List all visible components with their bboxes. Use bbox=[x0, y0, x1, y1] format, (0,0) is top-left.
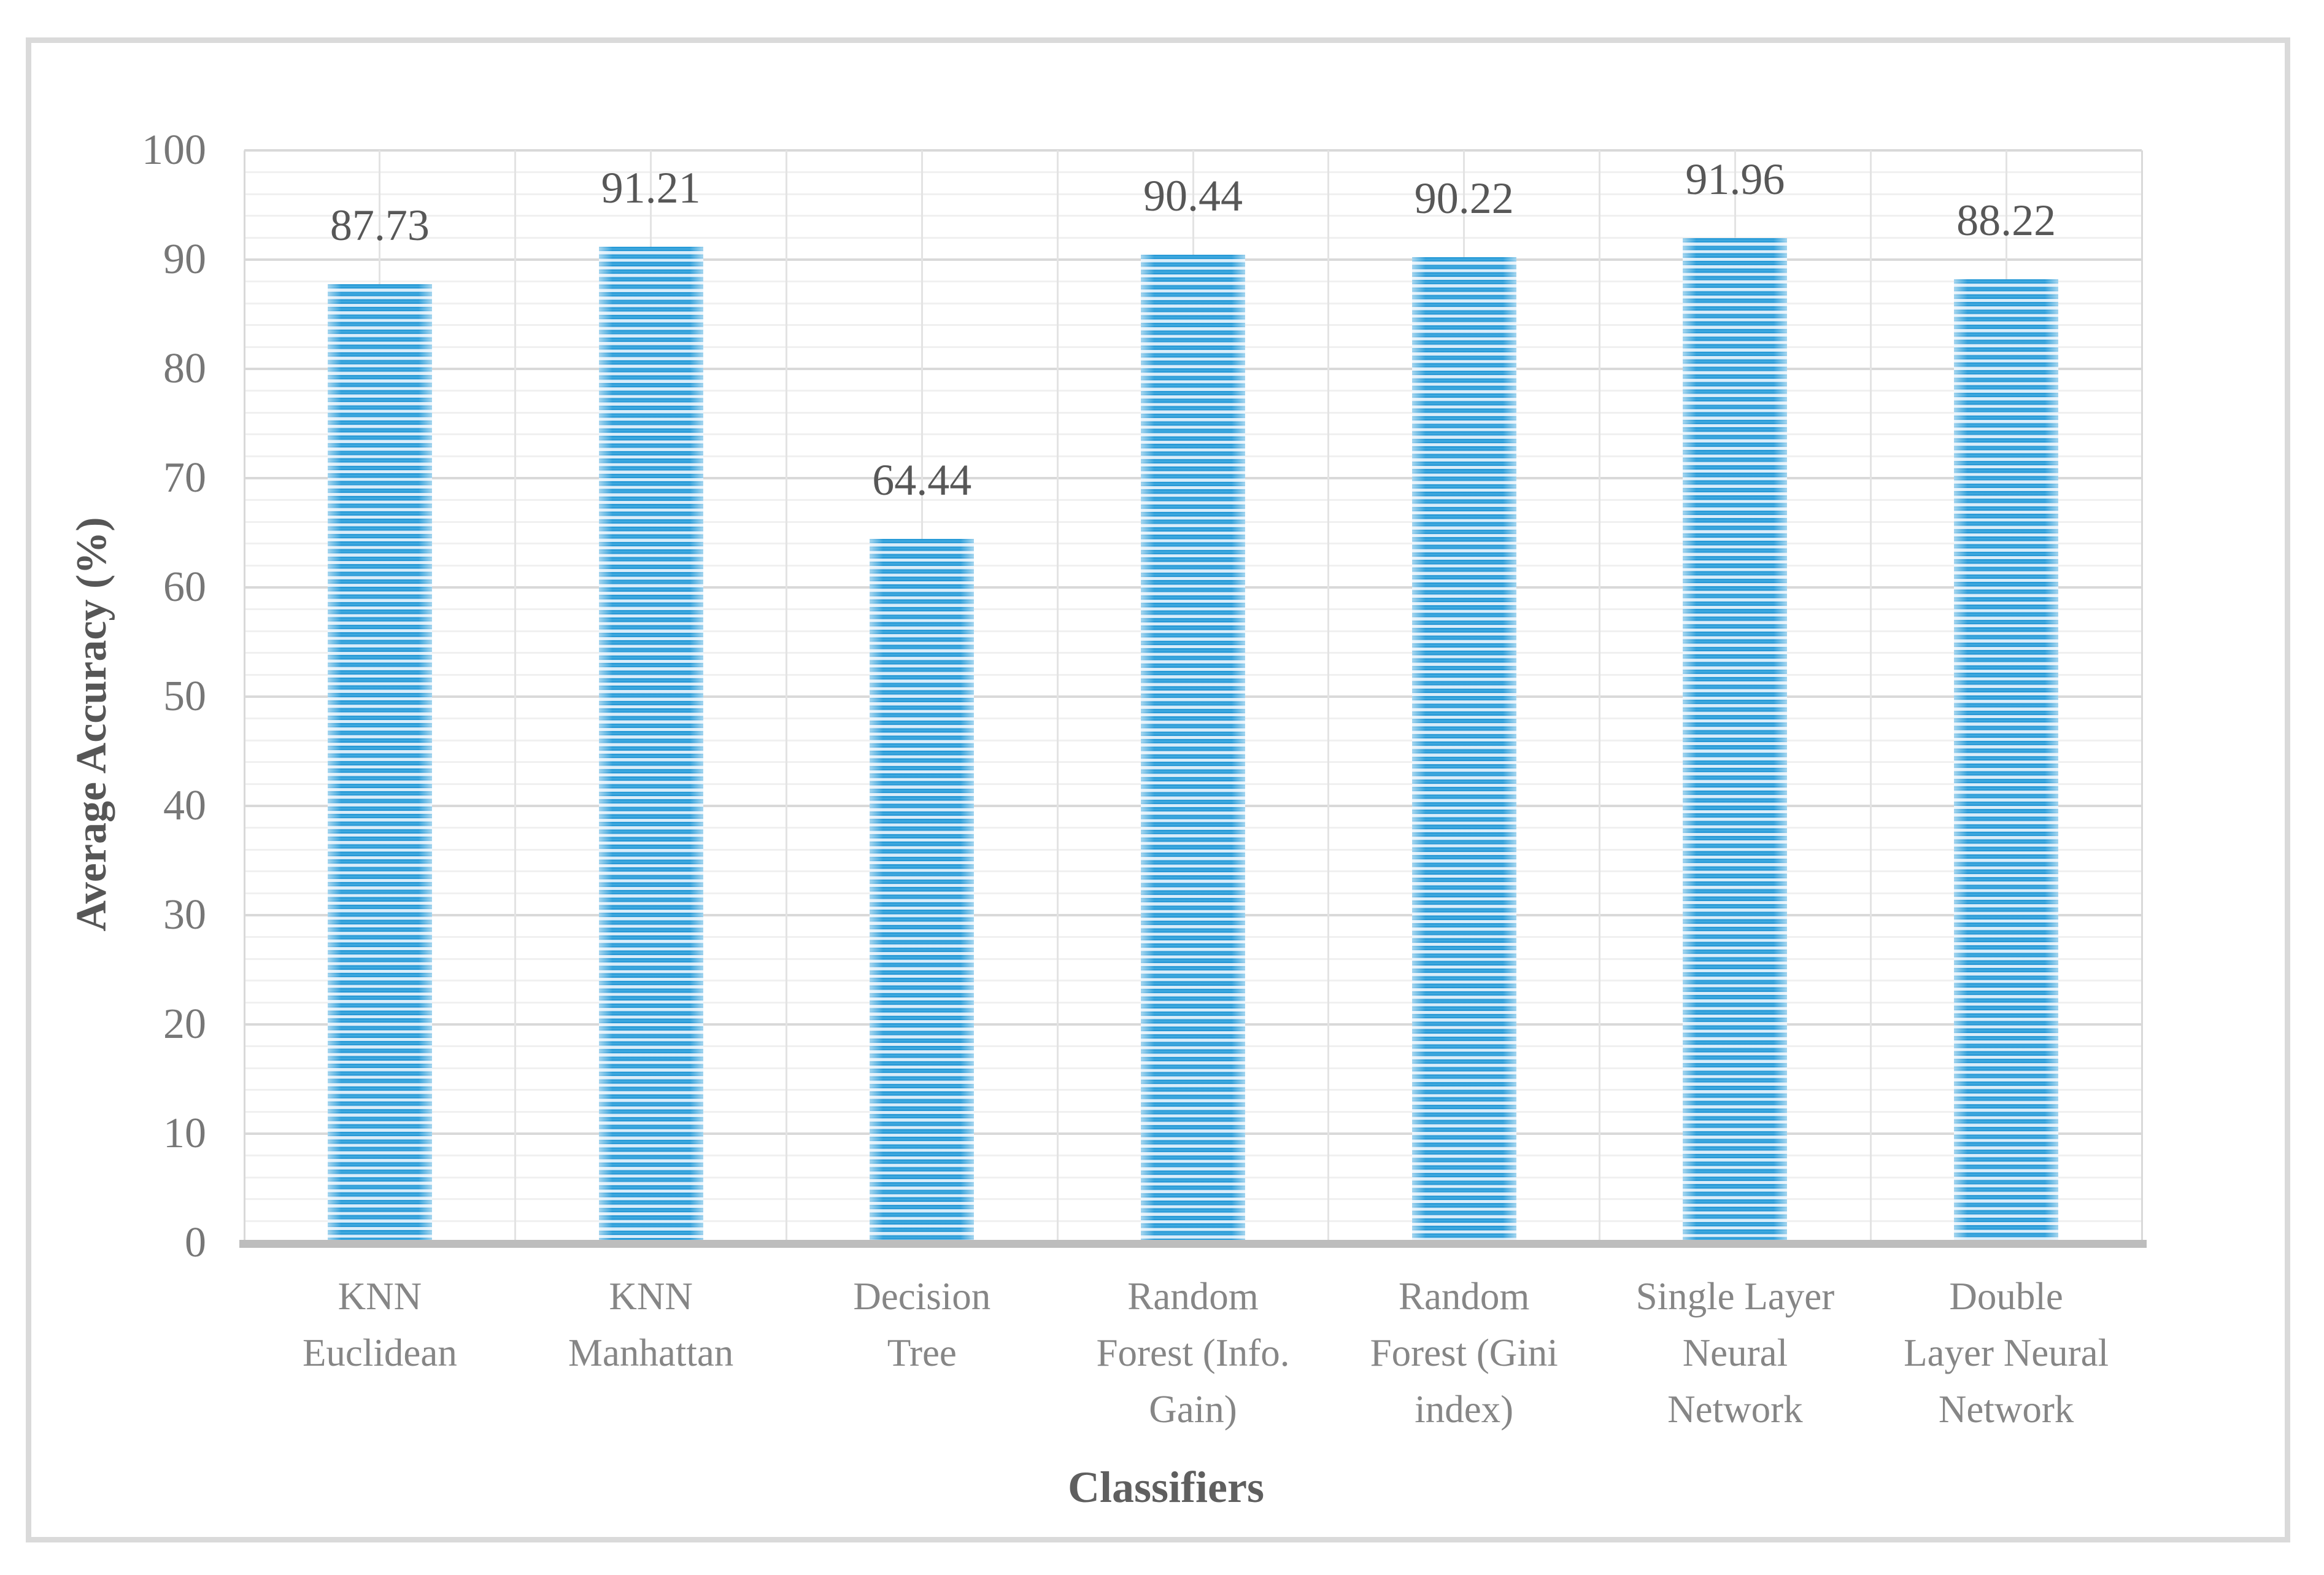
bar-edge-highlight bbox=[598, 246, 703, 1243]
y-tick-label: 100 bbox=[142, 126, 206, 174]
y-tick-label: 30 bbox=[163, 891, 206, 938]
bar-knn-euclidean bbox=[327, 284, 432, 1243]
bar-random-forest-gini-index bbox=[1411, 257, 1516, 1243]
data-label: 90.22 bbox=[1414, 174, 1514, 223]
v-gridline bbox=[2141, 150, 2143, 1243]
bar-edge-highlight bbox=[1954, 279, 2059, 1243]
x-tick-label: KNN Euclidean bbox=[302, 1275, 457, 1374]
y-tick-label: 90 bbox=[163, 236, 206, 283]
x-tick-label: Random Forest (Info. Gain) bbox=[1096, 1275, 1290, 1431]
y-tick-label: 20 bbox=[163, 1000, 206, 1048]
x-tick-label: Decision Tree bbox=[853, 1275, 991, 1374]
bar-knn-manhattan bbox=[598, 246, 703, 1243]
y-tick-label: 10 bbox=[163, 1110, 206, 1157]
v-gridline bbox=[785, 150, 787, 1243]
x-tick-label: Random Forest (Gini index) bbox=[1370, 1275, 1558, 1431]
v-gridline bbox=[1599, 150, 1601, 1243]
bar-edge-highlight bbox=[327, 284, 432, 1243]
y-tick-label: 70 bbox=[163, 454, 206, 501]
v-gridline bbox=[1056, 150, 1059, 1243]
bar-edge-highlight bbox=[870, 539, 975, 1243]
bar-decision-tree bbox=[870, 539, 975, 1243]
bar-random-forest-info-gain bbox=[1141, 255, 1245, 1243]
data-label: 88.22 bbox=[1956, 195, 2056, 245]
x-axis-line bbox=[239, 1240, 2147, 1248]
bar-edge-highlight bbox=[1411, 257, 1516, 1243]
y-tick-label: 0 bbox=[185, 1219, 206, 1266]
y-tick-label: 40 bbox=[163, 782, 206, 829]
data-label: 91.21 bbox=[601, 163, 701, 212]
x-tick-label: Single Layer Neural Network bbox=[1635, 1275, 1835, 1431]
y-tick-label: 50 bbox=[163, 673, 206, 720]
x-tick-label: Double Layer Neural Network bbox=[1904, 1275, 2109, 1431]
bar-edge-highlight bbox=[1141, 255, 1245, 1243]
data-label: 90.44 bbox=[1143, 171, 1243, 221]
x-tick-label: KNN Manhattan bbox=[568, 1275, 734, 1374]
data-label: 91.96 bbox=[1685, 155, 1785, 204]
figure-border bbox=[26, 37, 2290, 1542]
bar-single-layer-neural-network bbox=[1683, 238, 1788, 1243]
data-label: 87.73 bbox=[330, 201, 430, 250]
v-gridline bbox=[243, 150, 245, 1243]
x-axis-title: Classifiers bbox=[1068, 1463, 1264, 1512]
y-tick-label: 80 bbox=[163, 345, 206, 392]
data-label: 64.44 bbox=[872, 455, 972, 505]
bar-edge-highlight bbox=[1683, 238, 1788, 1243]
v-gridline bbox=[514, 150, 517, 1243]
v-gridline bbox=[1869, 150, 1872, 1243]
v-gridline bbox=[1327, 150, 1330, 1243]
bar-double-layer-neural-network bbox=[1954, 279, 2059, 1243]
y-tick-label: 60 bbox=[163, 563, 206, 611]
